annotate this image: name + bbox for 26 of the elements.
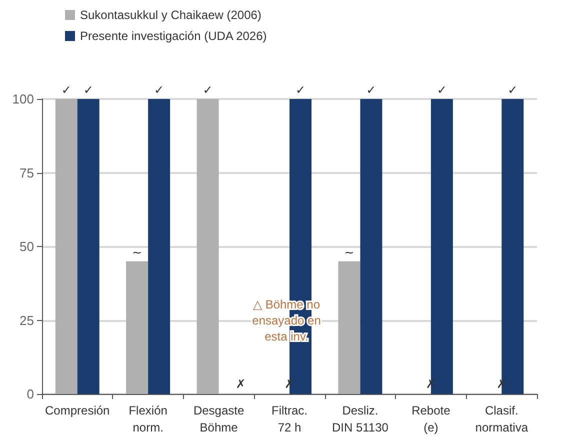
annotation: ✗ bbox=[236, 377, 246, 391]
x-tick-label: Compresión bbox=[45, 404, 110, 418]
y-tick-label: 25 bbox=[20, 312, 34, 328]
data-label: ~ bbox=[344, 245, 354, 260]
data-label: ✓ bbox=[295, 83, 306, 97]
data-label: ✓ bbox=[83, 83, 94, 97]
y-tick-label: 75 bbox=[20, 165, 34, 180]
x-tick-label: Filtrac. 72 h bbox=[272, 404, 308, 434]
x-tick-label: Desliz. DIN 51130 bbox=[332, 404, 389, 434]
annotation: ✗ bbox=[284, 377, 295, 391]
data-label: ✓ bbox=[436, 83, 447, 97]
data-label: ✓ bbox=[366, 83, 376, 97]
legend-label: Presente investigación (UDA 2026) bbox=[80, 29, 267, 43]
data-label: ✓ bbox=[61, 83, 72, 97]
data-label: ✓ bbox=[202, 83, 213, 97]
y-tick-label: 50 bbox=[20, 239, 34, 254]
data-label: ✓ bbox=[508, 83, 518, 97]
x-tick-label: Desgaste Böhme bbox=[193, 404, 244, 434]
x-tick-label: Clasif. normativa bbox=[475, 404, 528, 434]
data-label: ✓ bbox=[154, 83, 164, 97]
y-tick-label: 100 bbox=[12, 92, 34, 106]
data-label: ~ bbox=[132, 245, 142, 260]
x-tick-label: Rebote (e) bbox=[412, 404, 451, 434]
legend-label: Sukontasukkul y Chaikaew (2006) bbox=[80, 8, 262, 22]
x-tick-label: Flexión norm. bbox=[128, 404, 168, 434]
y-tick-label: 0 bbox=[26, 386, 34, 402]
